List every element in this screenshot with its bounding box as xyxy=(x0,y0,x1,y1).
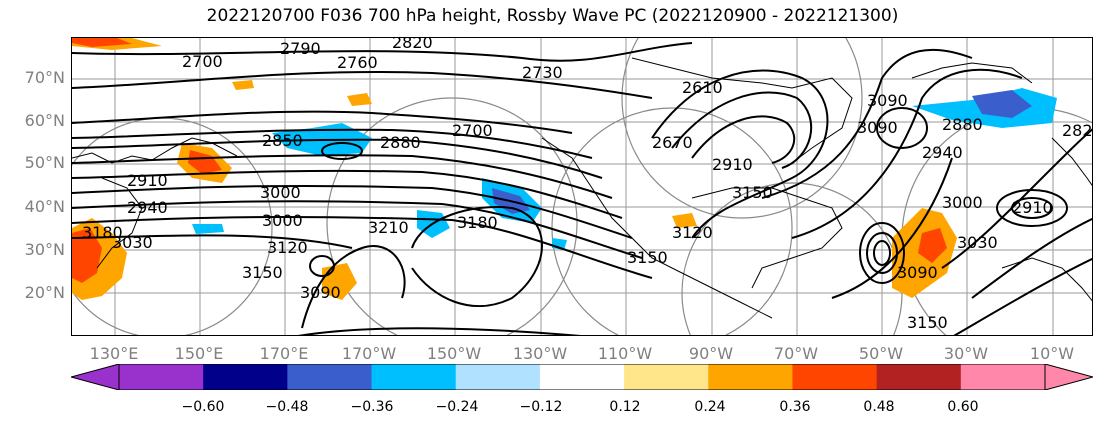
colorbar-tick: 0.24 xyxy=(694,399,726,415)
contour-label: 2850 xyxy=(262,131,303,150)
colorbar-cell xyxy=(539,364,625,390)
contour-label: 3000 xyxy=(262,211,303,230)
colorbar-tick: 0.48 xyxy=(863,399,895,415)
contour-label: 2730 xyxy=(522,63,563,82)
colorbar-cells xyxy=(118,364,1046,390)
lon-label-170w: 170°W xyxy=(341,344,397,363)
contour-label: 2940 xyxy=(922,143,963,162)
contour-label: 3090 xyxy=(300,283,341,302)
contour-label: 2610 xyxy=(682,78,723,97)
map-svg: 2820 2790 2700 2760 2730 2610 2670 3090 … xyxy=(72,38,1093,335)
lon-label-150w: 150°W xyxy=(426,344,482,363)
colorbar-tick: 0.12 xyxy=(609,399,641,415)
chart-title: 2022120700 F036 700 hPa height, Rossby W… xyxy=(206,6,899,26)
colorbar-cell xyxy=(876,364,962,390)
contour-label: 2940 xyxy=(127,198,168,217)
lat-label-50n: 50°N xyxy=(24,153,65,172)
lat-label-20n: 20°N xyxy=(24,283,65,302)
colorbar-tick: −0.48 xyxy=(265,399,309,415)
contour-label: 3030 xyxy=(112,233,153,252)
colorbar-under-arrow xyxy=(71,364,120,390)
contour-label: 2880 xyxy=(942,115,983,134)
contour-label: 3000 xyxy=(942,193,983,212)
colorbar-tick: −0.60 xyxy=(181,399,225,415)
colorbar-tick: 0.36 xyxy=(779,399,811,415)
colorbar-tick: 0.60 xyxy=(947,399,979,415)
lat-label-70n: 70°N xyxy=(24,68,65,87)
colorbar-cell xyxy=(708,364,793,390)
contour-label: 3120 xyxy=(267,238,308,257)
lon-label-90w: 90°W xyxy=(688,344,734,363)
colorbar-cell xyxy=(119,364,204,390)
contour-label-group: 2820 2790 2700 2760 2730 2610 2670 3090 … xyxy=(82,38,1093,332)
contour-label: 3090 xyxy=(897,263,938,282)
colorbar-tick: −0.24 xyxy=(435,399,479,415)
lon-label-130w: 130°W xyxy=(512,344,568,363)
contour-label: 3000 xyxy=(260,183,301,202)
contour-label: 3090 xyxy=(857,118,898,137)
lat-label-30n: 30°N xyxy=(24,240,65,259)
contour-label: 2700 xyxy=(182,52,223,71)
colorbar-cell xyxy=(792,364,878,390)
lon-label-30w: 30°W xyxy=(943,344,989,363)
contour-label: 2670 xyxy=(652,133,693,152)
colorbar-cell xyxy=(287,364,373,390)
lon-label-110w: 110°W xyxy=(597,344,653,363)
contour-label: 3210 xyxy=(368,218,409,237)
colorbar-cell xyxy=(960,364,1046,390)
lon-label-150e: 150°E xyxy=(174,344,224,363)
lon-label-130e: 130°E xyxy=(89,344,139,363)
contour-label: 2910 xyxy=(712,155,753,174)
contour-label: 3180 xyxy=(82,223,123,242)
lon-label-70w: 70°W xyxy=(773,344,819,363)
contour-label: 2820 xyxy=(1062,121,1093,140)
contour-label: 3090 xyxy=(867,91,908,110)
colorbar-cell xyxy=(203,364,288,390)
lat-label-60n: 60°N xyxy=(24,111,65,130)
contour-label: 2700 xyxy=(452,121,493,140)
contour-label: 3150 xyxy=(242,263,283,282)
contour-label: 2790 xyxy=(280,39,321,58)
colorbar-tick: −0.12 xyxy=(519,399,563,415)
contour-label: 2760 xyxy=(337,53,378,72)
colorbar xyxy=(71,364,1093,390)
lon-label-10w: 10°W xyxy=(1029,344,1075,363)
colorbar-over-arrow xyxy=(1044,364,1093,390)
colorbar-cell xyxy=(371,364,457,390)
map-panel: 2820 2790 2700 2760 2730 2610 2670 3090 … xyxy=(71,37,1093,336)
contour-label: 3120 xyxy=(672,223,713,242)
contour-label: 3150 xyxy=(732,183,773,202)
contour-label: 3150 xyxy=(907,313,948,332)
anomaly-shading xyxy=(72,38,1057,300)
contour-label: 2910 xyxy=(1012,198,1053,217)
colorbar-cell xyxy=(624,364,709,390)
contour-label: 3030 xyxy=(957,233,998,252)
coastlines xyxy=(72,57,1092,319)
contour-label: 3150 xyxy=(627,248,668,267)
lon-label-50w: 50°W xyxy=(858,344,904,363)
lat-label-40n: 40°N xyxy=(24,197,65,216)
graticule xyxy=(72,38,1092,335)
contour-label: 3180 xyxy=(457,213,498,232)
contour-label: 2910 xyxy=(127,171,168,190)
lon-label-170e: 170°E xyxy=(259,344,309,363)
contour-label: 2820 xyxy=(392,38,433,52)
height-contours xyxy=(72,42,1092,335)
colorbar-tick: −0.36 xyxy=(350,399,394,415)
colorbar-cell xyxy=(455,364,541,390)
contour-label: 2880 xyxy=(380,133,421,152)
